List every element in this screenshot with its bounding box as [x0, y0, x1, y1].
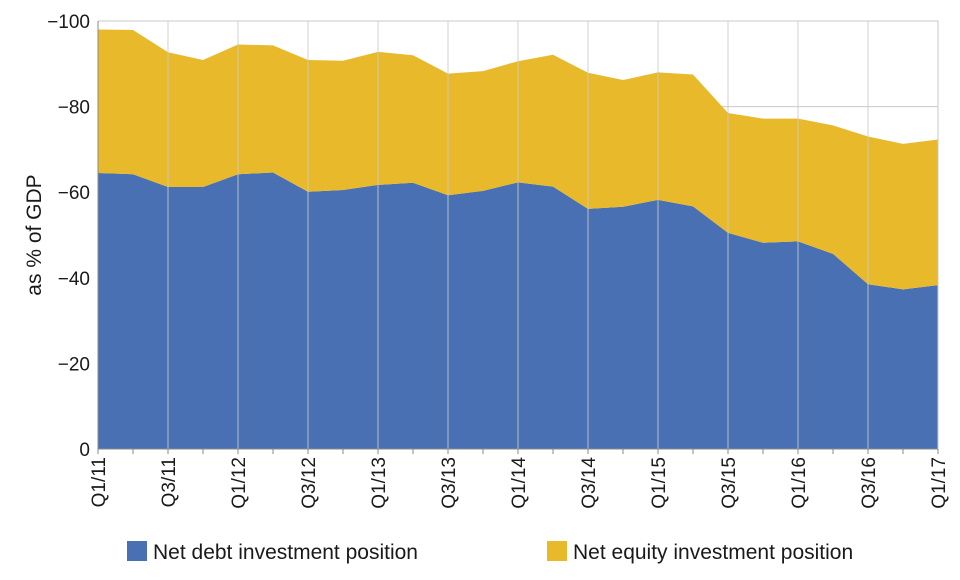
- x-tick-label: Q1/12: [229, 457, 250, 509]
- x-tick-label: Q1/13: [369, 457, 390, 509]
- y-tick-label: −80: [58, 98, 90, 119]
- x-tick-label: Q3/15: [719, 457, 740, 509]
- x-tick-label: Q1/17: [929, 457, 950, 509]
- x-tick-label: Q3/14: [579, 457, 600, 509]
- x-tick-label: Q1/14: [509, 457, 530, 509]
- x-tick-label: Q1/15: [649, 457, 670, 509]
- legend-swatch-2: [547, 541, 567, 561]
- y-tick-label: 0: [79, 440, 90, 461]
- x-tick-label: Q3/13: [439, 457, 460, 509]
- x-tick-label: Q1/11: [89, 457, 110, 507]
- y-tick-label: −40: [58, 269, 90, 290]
- y-tick-label: −20: [58, 354, 90, 375]
- x-axis-ticks: Q1/11 Q3/11 Q1/12 Q3/12 Q1/13 Q3/13 Q1/14 Q3/14…: [89, 449, 950, 509]
- x-tick-label: Q3/12: [299, 457, 320, 509]
- legend-label-2: Net equity investment position: [573, 541, 853, 564]
- y-axis-title: as % of GDP: [23, 174, 46, 295]
- y-tick-label: −100: [47, 12, 90, 33]
- y-axis-ticks: 0 −20 −40 −60 −80 −100: [47, 12, 90, 461]
- legend-swatch-1: [127, 541, 147, 561]
- x-tick-label: Q3/16: [859, 457, 880, 509]
- x-tick-label: Q3/11: [159, 457, 180, 507]
- y-tick-label: −60: [58, 183, 90, 204]
- legend-label-1: Net debt investment position: [153, 541, 418, 564]
- legend: Net debt investment position Net equity i…: [127, 541, 853, 564]
- x-tick-label: Q1/16: [789, 457, 810, 509]
